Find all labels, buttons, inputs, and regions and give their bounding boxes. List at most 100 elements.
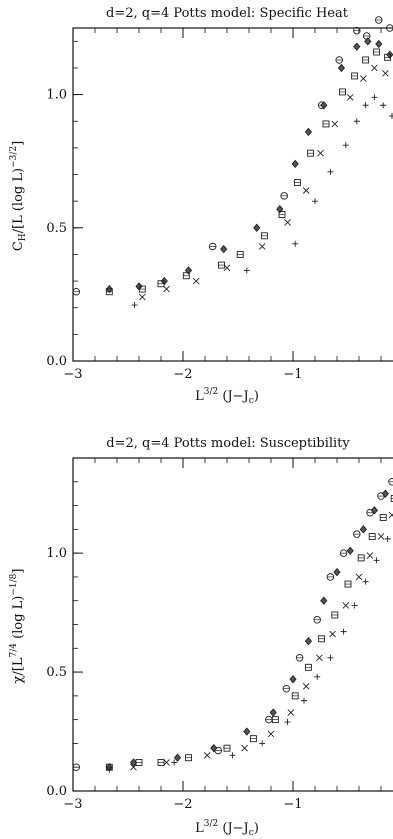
x-marker [192, 277, 200, 285]
square-marker [291, 692, 299, 700]
plot-frame [72, 27, 393, 362]
circle-marker [313, 615, 321, 624]
square-marker [157, 759, 165, 766]
square-marker [379, 514, 387, 521]
diamond-marker [333, 567, 341, 577]
x-tick-label: −2 [173, 367, 192, 382]
plus-marker [389, 112, 393, 119]
circle-marker [326, 573, 335, 581]
diamond-marker [253, 223, 261, 232]
plus-marker [131, 302, 138, 309]
susceptibility-panel: d=2, q=4 Potts model: Susceptibility −3 −… [9, 436, 393, 838]
square-marker [384, 53, 392, 61]
square-marker [293, 179, 301, 186]
diamond-marker [353, 42, 361, 51]
diamond-marker [337, 63, 345, 73]
plus-marker [292, 240, 299, 247]
x-marker [331, 120, 339, 128]
square-marker [331, 611, 339, 619]
x-marker [366, 552, 374, 559]
x-marker [342, 602, 350, 609]
x-marker [130, 763, 137, 771]
plus-marker [314, 673, 321, 680]
x-marker [138, 293, 146, 301]
square-marker [307, 149, 315, 157]
y-tick-labels: 0.0 0.5 1.0 [46, 546, 67, 799]
square-marker [236, 250, 244, 258]
plus-marker [342, 142, 349, 149]
circle-marker [339, 549, 348, 557]
square-marker [368, 533, 376, 540]
square-marker [138, 285, 146, 293]
square-marker [357, 554, 365, 562]
y-axis-label: CH/[L (log L)−3/2] [9, 141, 28, 251]
circle-marker [72, 763, 81, 771]
diamond-marker [320, 596, 328, 605]
circle-marker [265, 715, 273, 724]
x-tick-label: −3 [63, 367, 82, 382]
x-axis-label: L3/2 (J−Jc) [195, 819, 259, 838]
circle-marker [208, 242, 217, 251]
y-tick-label: 1.0 [46, 546, 67, 561]
circle-marker [353, 530, 361, 538]
x-marker [302, 683, 310, 690]
diamond-marker [364, 37, 372, 46]
square-marker [135, 759, 143, 766]
plus-marker [373, 557, 380, 564]
y-tick-label: 1.0 [46, 88, 67, 103]
plus-marker [171, 759, 178, 766]
diamond-marker [304, 127, 312, 137]
square-marker [351, 72, 359, 80]
x-tick-label: −3 [63, 797, 82, 812]
x-marker [284, 219, 291, 226]
diamond-marker [304, 636, 312, 646]
circle-marker [386, 24, 393, 32]
square-marker [362, 56, 370, 64]
square-marker [271, 716, 279, 724]
square-marker [185, 754, 192, 762]
diamond-marker [359, 525, 367, 534]
circle-marker [362, 32, 371, 40]
square-marker [260, 232, 268, 240]
circle-marker [335, 56, 343, 64]
x-marker [241, 744, 248, 752]
square-marker [182, 272, 190, 280]
circle-marker [280, 192, 288, 200]
diamond-marker [381, 489, 389, 498]
diamond-marker [220, 244, 228, 254]
diamond-marker [210, 743, 218, 753]
circle-marker [72, 287, 81, 296]
y-tick-label: 0.0 [46, 784, 67, 799]
plus-marker [243, 267, 250, 274]
plus-marker [301, 697, 307, 704]
circle-marker [282, 684, 291, 693]
square-marker [339, 88, 346, 96]
circle-marker [388, 478, 393, 486]
plus-marker [229, 752, 236, 759]
square-marker [218, 261, 225, 269]
y-tick-labels: 0.0 0.5 1.0 [46, 88, 67, 369]
plus-marker [362, 102, 369, 109]
square-marker [223, 744, 231, 752]
x-marker [163, 759, 170, 766]
x-marker [388, 511, 393, 519]
square-marker [344, 580, 352, 588]
axis-ticks [72, 457, 382, 792]
x-marker [329, 630, 336, 638]
plus-marker [353, 118, 360, 125]
x-marker [287, 709, 295, 716]
x-marker [302, 187, 310, 194]
diamond-marker [320, 101, 328, 110]
x-marker [382, 69, 389, 77]
x-marker [317, 149, 324, 157]
diamond-marker [370, 506, 378, 515]
y-axis-label: χ/[L7/4 (log L)−1/8] [9, 569, 26, 684]
chart-title: d=2, q=4 Potts model: Susceptibility [106, 436, 350, 451]
x-marker [371, 64, 378, 72]
diamond-marker [184, 266, 193, 275]
plus-marker [340, 628, 347, 635]
diamond-marker [346, 546, 354, 555]
diamond-marker [269, 708, 277, 717]
x-marker [258, 243, 266, 250]
square-marker [373, 48, 381, 56]
